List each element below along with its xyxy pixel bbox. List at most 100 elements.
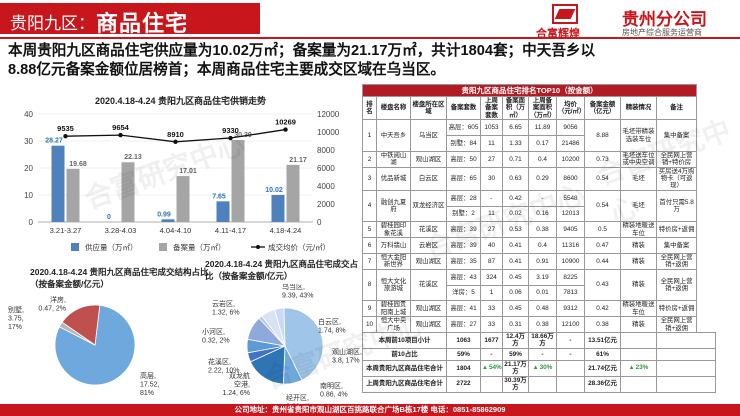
last-sets-cell: 11 — [480, 135, 503, 152]
last-sets-cell: 33 — [480, 316, 503, 334]
supply-bar — [271, 194, 285, 222]
last-area-cell: 0.16 — [528, 205, 557, 223]
last-area-cell: - — [528, 189, 557, 207]
top10-table: 贵阳九区商品住宅排名TOP10（按金额） 排名 楼盘名称 楼盘所在区域 备案套数 上周备案… — [361, 84, 716, 393]
project-name-cell: 万科翡山 — [376, 237, 411, 255]
finish-cell: 毛坯 — [620, 166, 657, 191]
project-name-cell: 碧桂园印象花溪 — [376, 221, 411, 239]
pie-label-7: 云岩区, 1.32, 6% — [212, 299, 240, 317]
pie-slice-0 — [283, 307, 324, 381]
last-area-cell: 0.38 — [528, 221, 557, 239]
project-name-cell: 碧桂园贵阳南上城 — [376, 300, 411, 318]
total-label-cell: 本周贵阳九区商品住宅合计 — [362, 359, 447, 377]
table-caption: 贵阳九区商品住宅排名TOP10（按金额） — [361, 84, 698, 97]
last-sets-cell: - — [480, 189, 503, 207]
project-name-cell: 恒大中央广场 — [376, 316, 411, 334]
page-title: 商品住宅 — [96, 11, 189, 36]
filing-sets-cell: 高层：50 — [446, 150, 481, 168]
y-tick-label: 20 — [24, 164, 33, 173]
column-header: 均价（元/㎡） — [556, 95, 585, 121]
finish-cell: 毛坯送车位或中央空调 — [620, 150, 657, 168]
y-tick-label: 40 — [24, 110, 33, 119]
avg-price-cell: 10900 — [556, 253, 585, 270]
footer-address: 公司地址：贵州省贵阳市观山湖区百挑路联合广场B栋17楼 电话：0851-8586… — [0, 404, 740, 416]
legend-swatch — [71, 243, 79, 251]
total-last-sets-cell: 54% — [480, 359, 503, 377]
total-change-cell — [620, 375, 657, 393]
note-cell: 特价房+返佣 — [655, 221, 698, 239]
total-last-area-cell — [528, 375, 557, 393]
last-area-cell: 0.91 — [528, 253, 557, 270]
pie-slice-2 — [61, 304, 101, 346]
supply-value-label: 7.65 — [212, 193, 226, 200]
total-label-cell: 前10占比 — [362, 347, 447, 361]
rank-cell: 3 — [362, 166, 377, 191]
total-change-cell — [620, 332, 657, 349]
total-amount-cell: 21.74亿元 — [584, 359, 621, 377]
total-change-cell: 23% — [620, 359, 657, 377]
note-cell: 特价房+返佣 — [655, 300, 698, 318]
pie-label-1: 白云区, 1.74, 8% — [318, 317, 346, 335]
type-pie-title: 2020.4.18-4.24 贵阳九区商品住宅成交结构占比（按备案金额/亿元） — [30, 267, 209, 289]
legend-label: 成交均价（元/㎡） — [268, 242, 330, 252]
last-sets-cell: 11 — [480, 205, 503, 223]
note-cell: 集中备案 — [655, 119, 698, 152]
pie-label-0: 高层, 17.52, 81% — [140, 371, 160, 397]
finish-cell: 精装 — [620, 316, 657, 334]
branch-subtitle: 房地产综合服务运营商 — [622, 28, 702, 37]
y2-tick-label: 8000 — [317, 146, 335, 155]
header-divider — [0, 37, 740, 39]
supply-value-label: 28.27 — [45, 138, 63, 145]
y2-tick-label: 0 — [317, 218, 322, 227]
filing-area-cell: 0.42 — [502, 189, 529, 207]
table-row: 2 中铁阅山湖 观山湖区 高层：50 27 0.71 0.4 10200 0.73 毛坯送车位或中… — [362, 150, 716, 168]
district-cell: 双龙经济区 — [410, 189, 447, 223]
avg-price-cell: 11316 — [556, 237, 585, 255]
amount-cell: 0.38 — [584, 316, 621, 334]
price-point — [118, 132, 123, 138]
rank-cell: 4 — [362, 189, 377, 223]
column-header: 排名 — [362, 95, 377, 121]
price-point — [283, 127, 288, 132]
legend-swatch — [159, 243, 167, 251]
last-sets-cell: 87 — [480, 253, 503, 270]
last-sets-cell: 40 — [480, 237, 503, 255]
last-area-cell: 3.19 — [528, 268, 557, 286]
pie-label-1: 洋房, 0.47, 2% — [38, 295, 66, 313]
finish-cell: 毛坯带精装选装车位 — [620, 119, 657, 152]
avg-price-cell: 9056 — [556, 119, 585, 137]
type-pie-chart: 高层, 17.52, 81% 洋房, 0.47, 2% 别墅, 3.75, 17% — [8, 295, 160, 397]
x-tick-label: 4.18-4.24 — [270, 226, 302, 235]
headline-summary: 本周贵阳九区商品住宅供应量为10.02万㎡；备案量为21.17万㎡，共计1804… — [8, 43, 596, 78]
district-cell: 观山湖区 — [410, 316, 447, 334]
column-header: 上周备案套数 — [480, 95, 503, 121]
filing-sets-cell: 别墅：2 — [446, 205, 481, 223]
filing-sets-cell: 洋房：5 — [446, 284, 481, 302]
amount-cell: 0.5 — [584, 221, 621, 239]
y-tick-label: 0 — [29, 218, 34, 227]
project-name-cell: 中铁阅山湖 — [376, 150, 411, 168]
rank-cell: 7 — [362, 253, 377, 270]
total-row: 上周贵阳九区商品住宅合计 2722 30.39万方 28.36亿元 — [362, 375, 716, 393]
rank-cell: 9 — [362, 300, 377, 318]
filing-bar — [176, 176, 190, 222]
pie-label-6: 小河区, 0.32, 2% — [202, 327, 230, 345]
district-cell: 观山湖区 — [410, 150, 447, 168]
filing-area-cell: 0.53 — [502, 221, 529, 239]
filing-sets-cell: 高层：39 — [446, 237, 481, 255]
trend-chart-title: 2020.4.18-4.24 贵阳九区商品住宅供销走势 — [95, 96, 267, 106]
table-row: 7 恒大金阳新世界 观山湖区 高层：35 87 0.41 0.91 10900 0.44 精装 全民… — [362, 253, 716, 270]
total-change-cell — [620, 347, 657, 361]
last-area-cell: 11.89 — [528, 119, 557, 137]
rank-cell: 2 — [362, 150, 377, 168]
total-price-cell: - — [556, 332, 585, 349]
column-header: 楼盘名称 — [376, 95, 411, 121]
branch-name: 贵州分公司 — [622, 10, 707, 29]
filing-sets-cell: 高层：43 — [446, 268, 481, 286]
filing-value-label: 22.13 — [124, 154, 142, 161]
total-empty-cell — [656, 347, 716, 361]
filing-area-cell: 0.71 — [502, 150, 529, 168]
avg-price-cell: 9405 — [556, 221, 585, 239]
finish-cell: 精装 — [620, 237, 657, 255]
last-sets-cell: 33 — [480, 300, 503, 318]
